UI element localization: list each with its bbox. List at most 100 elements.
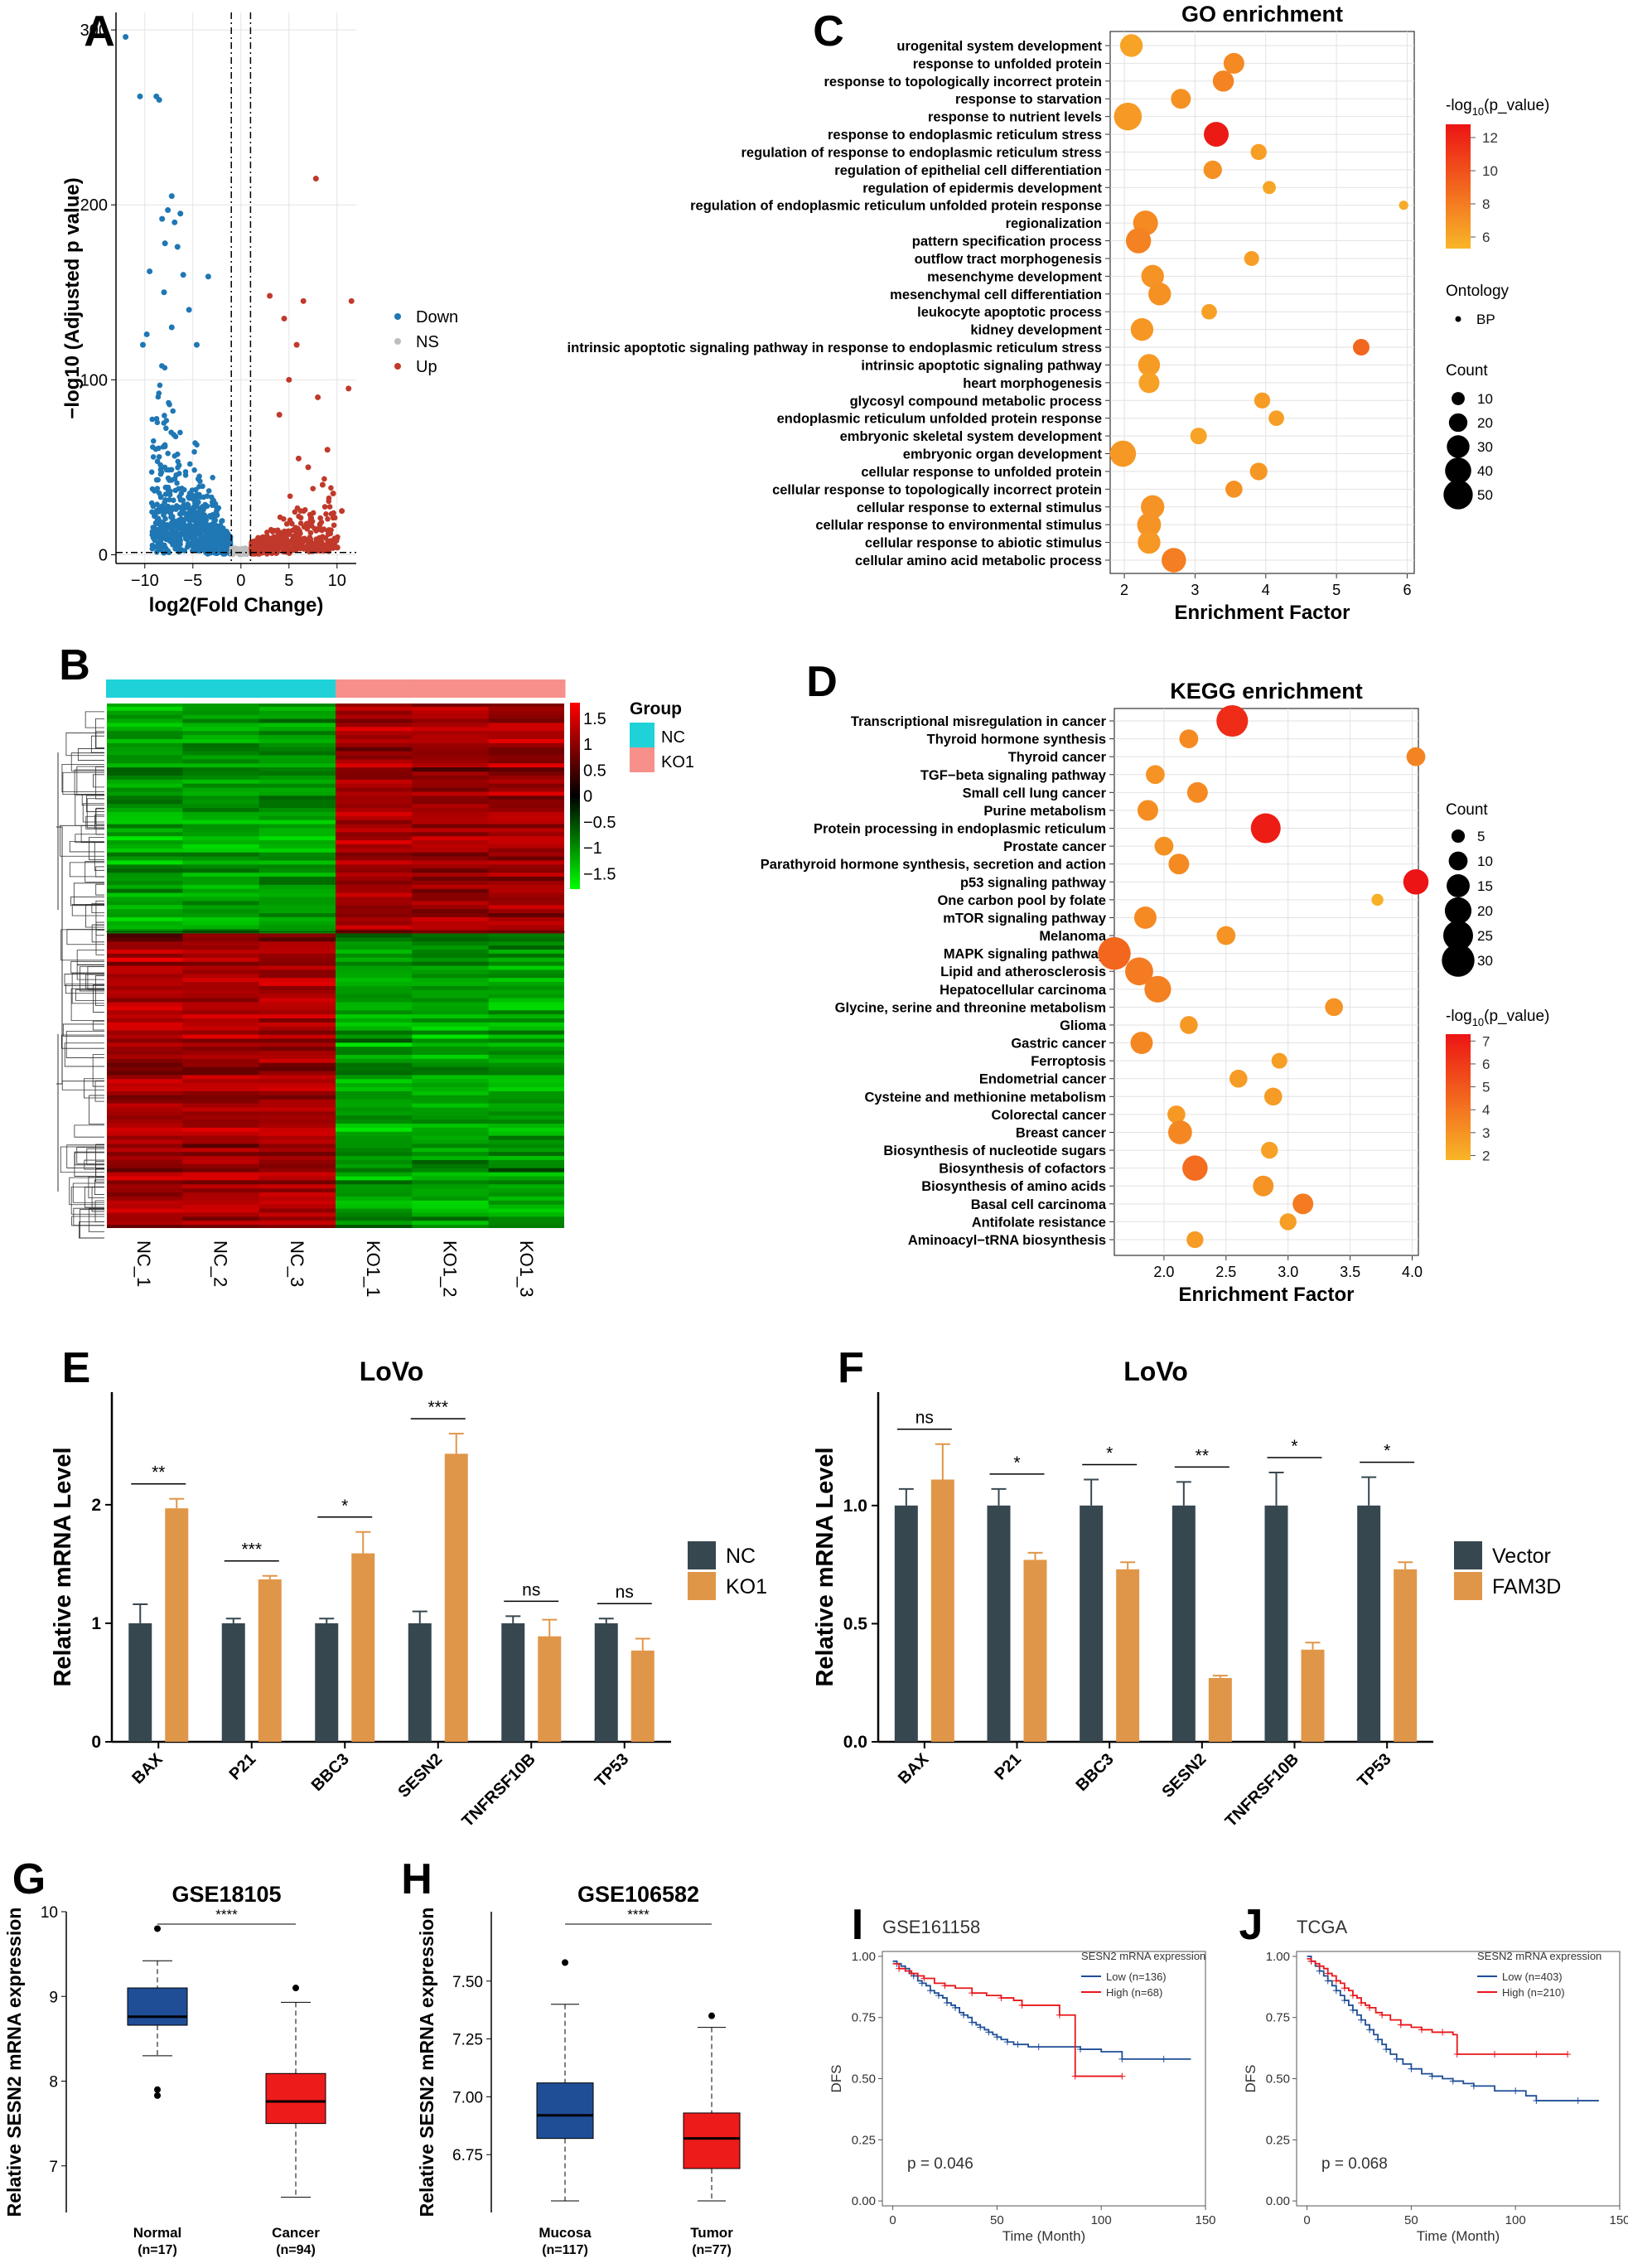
heatmap-cell [488, 824, 566, 829]
point-up [297, 520, 304, 526]
heatmap-cell [106, 723, 183, 728]
heatmap-cell [488, 901, 566, 906]
significance-label: ** [152, 1463, 165, 1482]
category-label: cellular response to environmental stimu… [815, 518, 1102, 533]
category-label: Breast cancer [1016, 1125, 1107, 1140]
heatmap-cell [106, 965, 183, 970]
legend-title: Count [1446, 362, 1488, 380]
heatmap-cell [488, 706, 566, 712]
heatmap-cell [488, 1054, 566, 1060]
heatmap-cell [412, 751, 490, 756]
heatmap-cell [336, 949, 413, 955]
tick-label-y: 0.50 [852, 2072, 876, 2087]
heatmap-cell [412, 1038, 490, 1043]
colorbar-label: 2 [1482, 1148, 1490, 1163]
category-label: Biosynthesis of cofactors [939, 1162, 1106, 1177]
heatmap-cell [106, 1038, 183, 1043]
point-up [314, 541, 320, 548]
heatmap-cell [488, 953, 566, 959]
heatmap-cell [488, 836, 566, 841]
heatmap-cell [258, 998, 336, 1003]
heatmap-cell [488, 755, 566, 760]
point-up [321, 545, 327, 551]
dendrogram-branch [82, 803, 104, 823]
legend-label: KO1 [726, 1575, 767, 1598]
bar-fam3d [1116, 1569, 1140, 1742]
category-label: Ferroptosis [1031, 1054, 1106, 1069]
heatmap-cell [106, 1010, 183, 1015]
bar-ko1 [258, 1579, 282, 1742]
column-label: NC_2 [210, 1240, 231, 1287]
heatmap-cell [336, 1095, 413, 1100]
heatmap-cell [106, 1135, 183, 1141]
point-down [195, 476, 201, 482]
heatmap-cell [258, 1176, 336, 1181]
heatmap-cell [106, 1124, 183, 1129]
heatmap-cell [488, 877, 566, 882]
colorbar-label: 10 [1482, 163, 1498, 179]
point-up [309, 518, 316, 525]
point-up [275, 527, 281, 534]
heatmap-cell [106, 1022, 183, 1028]
heatmap-cell [106, 779, 183, 785]
heatmap-cell [182, 1111, 260, 1116]
heatmap-cell [106, 974, 183, 979]
point-down [157, 382, 163, 389]
tick-label-y: 1.00 [1266, 1950, 1290, 1964]
bar-fam3d [1301, 1649, 1325, 1742]
category-label: Melanoma [1039, 929, 1107, 944]
heatmap-cell [182, 1131, 260, 1137]
tick-label-x: 0 [889, 2213, 896, 2227]
heatmap-cell [182, 1127, 260, 1133]
heatmap-cell [412, 718, 490, 723]
heatmap-cell [182, 856, 260, 861]
heatmap-cell [488, 1200, 566, 1206]
legend-label: 30 [1477, 953, 1493, 969]
point-down [216, 546, 223, 552]
outlier [154, 2091, 161, 2099]
heatmap-cell [412, 1159, 490, 1165]
heatmap-cell [182, 723, 260, 728]
heatmap-cell [182, 840, 260, 845]
heatmap-cell [106, 1168, 183, 1173]
heatmap-cell [336, 884, 413, 890]
bar-ko1 [630, 1650, 655, 1742]
heatmap-cell [336, 1087, 413, 1092]
point-down [155, 394, 162, 400]
heatmap-cell [412, 840, 490, 845]
heatmap-cell [258, 848, 336, 854]
category-label: MAPK signaling pathway [944, 947, 1107, 962]
heatmap-cell [412, 1087, 490, 1092]
heatmap-cell [182, 703, 260, 708]
point-up [287, 493, 293, 500]
category-label: regulation of endoplasmic reticulum unfo… [690, 199, 1102, 214]
point-up [321, 504, 328, 510]
point-down [168, 193, 175, 200]
heatmap-cell [182, 844, 260, 849]
heatmap-cell [258, 727, 336, 732]
heatmap-cell [106, 718, 183, 723]
heatmap-cell [488, 868, 566, 873]
dot [1325, 998, 1343, 1017]
point-down [153, 476, 160, 483]
point-down [180, 497, 186, 504]
point-up [283, 520, 290, 527]
heatmap-cell [336, 1051, 413, 1056]
heatmap-cell [336, 856, 413, 861]
heatmap-cell [258, 1200, 336, 1206]
dendrogram-branch [56, 826, 63, 1085]
heatmap-cell [106, 1115, 183, 1120]
point-up [300, 297, 307, 304]
heatmap-cell [488, 998, 566, 1003]
dendrogram-branch [65, 733, 104, 757]
bar-fam3d [930, 1479, 954, 1742]
point-down [174, 480, 180, 486]
heatmap-cell [182, 978, 260, 983]
heatmap-cell [182, 957, 260, 963]
heatmap-cell [106, 795, 183, 800]
heatmap-cell [488, 714, 566, 720]
heatmap-cell [182, 1188, 260, 1193]
panel-letter-D: D [806, 658, 838, 706]
legend-swatch [688, 1541, 716, 1569]
point-down [156, 505, 162, 511]
